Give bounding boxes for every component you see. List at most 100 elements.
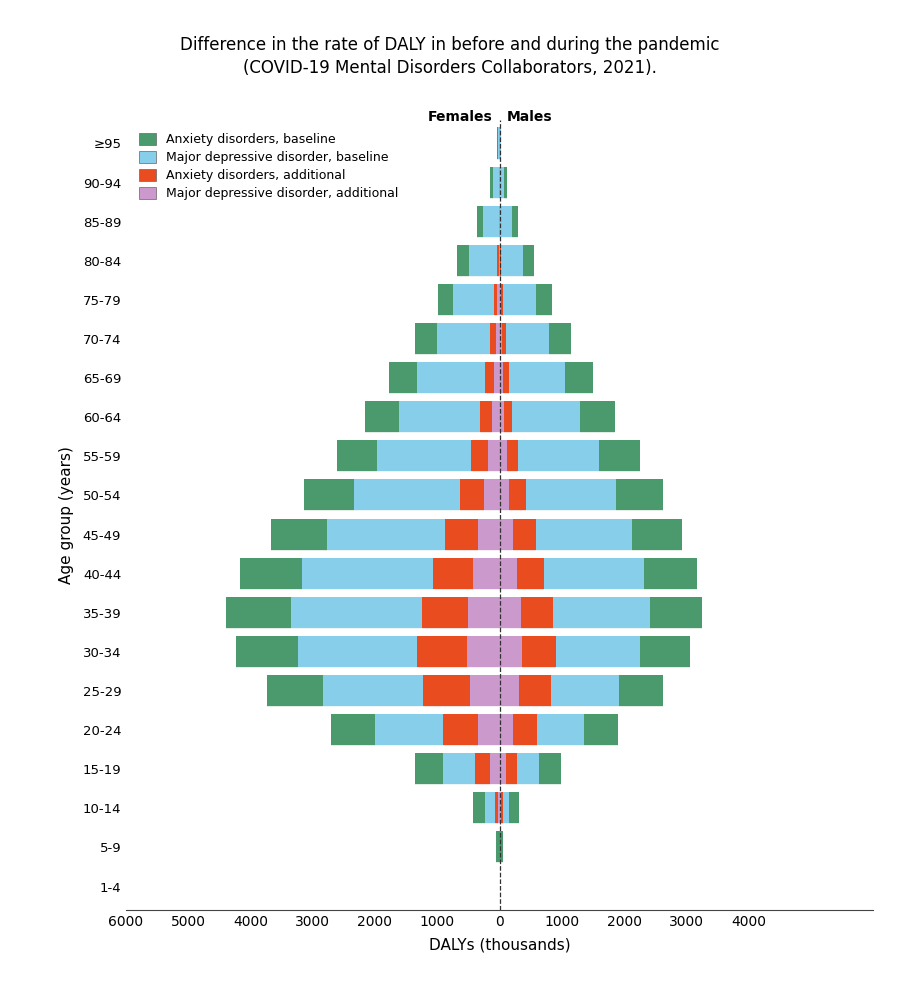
Bar — [500, 636, 640, 668]
Bar — [500, 792, 503, 824]
Bar — [468, 597, 500, 629]
Bar — [500, 245, 501, 277]
Bar — [499, 245, 500, 277]
Bar — [500, 558, 544, 590]
Bar — [500, 401, 580, 433]
Bar — [500, 401, 504, 433]
Bar — [389, 362, 500, 394]
Bar — [500, 479, 616, 511]
Bar — [417, 362, 500, 394]
Bar — [304, 479, 500, 511]
Bar — [500, 440, 640, 472]
Bar — [457, 245, 500, 277]
Bar — [500, 597, 521, 629]
Bar — [500, 753, 506, 785]
Bar — [453, 284, 500, 316]
Bar — [498, 127, 500, 160]
Bar — [500, 323, 572, 355]
Bar — [496, 323, 500, 355]
Bar — [500, 284, 503, 316]
Bar — [500, 323, 506, 355]
Bar — [500, 636, 690, 668]
Bar — [460, 479, 500, 511]
Bar — [483, 206, 500, 238]
Bar — [500, 206, 518, 238]
Bar — [500, 401, 615, 433]
Bar — [477, 206, 500, 238]
Bar — [423, 675, 500, 707]
Text: Males: Males — [507, 110, 553, 124]
Bar — [433, 558, 500, 590]
Bar — [500, 206, 512, 238]
Bar — [493, 284, 500, 316]
Bar — [337, 440, 500, 472]
Bar — [365, 401, 500, 433]
Bar — [500, 284, 552, 316]
Bar — [472, 792, 500, 824]
Bar — [500, 714, 583, 746]
Bar — [500, 831, 502, 863]
Bar — [354, 479, 500, 511]
Bar — [500, 245, 523, 277]
Bar — [500, 323, 501, 355]
Bar — [493, 167, 500, 199]
Bar — [500, 479, 662, 511]
Bar — [500, 792, 518, 824]
Bar — [400, 401, 500, 433]
Bar — [375, 714, 500, 746]
Bar — [415, 323, 500, 355]
Bar — [500, 753, 539, 785]
Bar — [478, 519, 500, 551]
Bar — [496, 831, 500, 863]
Bar — [500, 597, 650, 629]
X-axis label: DALYs (thousands): DALYs (thousands) — [428, 937, 571, 952]
Bar — [466, 636, 500, 668]
Bar — [500, 167, 507, 199]
Bar — [302, 558, 500, 590]
Bar — [500, 558, 644, 590]
Bar — [500, 479, 526, 511]
Bar — [500, 127, 501, 160]
Bar — [500, 519, 536, 551]
Bar — [500, 792, 509, 824]
Bar — [291, 597, 500, 629]
Bar — [500, 519, 513, 551]
Bar — [226, 597, 500, 629]
Bar — [499, 206, 500, 238]
Bar — [416, 753, 500, 785]
Bar — [500, 519, 682, 551]
Bar — [485, 362, 500, 394]
Bar — [417, 636, 500, 668]
Bar — [299, 636, 500, 668]
Bar — [500, 714, 617, 746]
Bar — [267, 675, 500, 707]
Bar — [497, 245, 500, 277]
Bar — [491, 167, 500, 199]
Bar — [492, 401, 500, 433]
Bar — [500, 597, 553, 629]
Bar — [490, 323, 500, 355]
Bar — [500, 636, 556, 668]
Bar — [470, 675, 500, 707]
Bar — [444, 753, 500, 785]
Bar — [446, 519, 500, 551]
Bar — [471, 440, 500, 472]
Bar — [473, 558, 500, 590]
Bar — [500, 753, 561, 785]
Bar — [481, 401, 500, 433]
Bar — [422, 597, 500, 629]
Bar — [498, 792, 500, 824]
Bar — [500, 753, 517, 785]
Bar — [478, 714, 500, 746]
Bar — [377, 440, 500, 472]
Bar — [484, 479, 500, 511]
Bar — [500, 362, 503, 394]
Bar — [498, 284, 500, 316]
Bar — [497, 127, 500, 160]
Bar — [500, 245, 535, 277]
Bar — [500, 675, 662, 707]
Bar — [500, 714, 513, 746]
Bar — [500, 519, 632, 551]
Bar — [500, 167, 504, 199]
Bar — [489, 440, 500, 472]
